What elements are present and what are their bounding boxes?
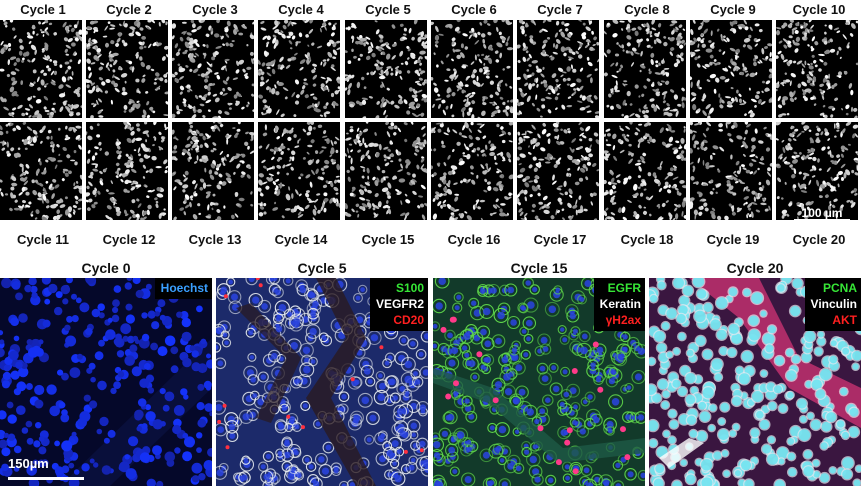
cycle-label: Cycle 17 bbox=[533, 232, 587, 247]
top-scale-bar: 100 µm bbox=[790, 206, 854, 224]
cycle-tile-image bbox=[258, 122, 340, 220]
cycle-label: Cycle 13 bbox=[188, 232, 242, 247]
cycle-label: Cycle 5 bbox=[365, 2, 411, 17]
marker-label: EGFR bbox=[607, 281, 641, 295]
cycle-tile-image bbox=[604, 20, 686, 118]
marker-label: γH2ax bbox=[605, 313, 641, 327]
cycle-label: Cycle 15 bbox=[361, 232, 415, 247]
top-scale-bar-label: 100 µm bbox=[801, 206, 843, 220]
cycle-tile-image bbox=[690, 122, 772, 220]
bottom-scale-bar-label: 150µm bbox=[8, 456, 49, 471]
panel-title: Cycle 5 bbox=[297, 260, 347, 276]
cycle-tile-image bbox=[431, 20, 513, 118]
panel-title: Cycle 0 bbox=[81, 260, 131, 276]
marker-label: Hoechst bbox=[160, 281, 208, 295]
marker-legend: EGFR Keratin γH2ax bbox=[593, 278, 645, 331]
marker-legend: Hoechst bbox=[154, 278, 212, 299]
cycle-label: Cycle 7 bbox=[537, 2, 583, 17]
cycle-label: Cycle 19 bbox=[706, 232, 760, 247]
marker-label: S100 bbox=[395, 281, 424, 295]
composite-image-panel: PCNA Vinculin AKT bbox=[649, 278, 861, 486]
cycle-label: Cycle 8 bbox=[624, 2, 670, 17]
marker-label: CD20 bbox=[393, 313, 424, 327]
cycle-tile-image bbox=[86, 122, 168, 220]
marker-label: Keratin bbox=[599, 297, 641, 311]
marker-legend: PCNA Vinculin AKT bbox=[804, 278, 861, 331]
cycle-label: Cycle 12 bbox=[102, 232, 156, 247]
cycle-tile-image bbox=[345, 122, 427, 220]
cycle-label: Cycle 6 bbox=[451, 2, 497, 17]
cycle-tile-image bbox=[172, 20, 254, 118]
cycle-label: Cycle 18 bbox=[620, 232, 674, 247]
cycle-tile-image bbox=[258, 20, 340, 118]
cycle-label: Cycle 14 bbox=[274, 232, 328, 247]
cycle-tile-image bbox=[690, 20, 772, 118]
panel-title: Cycle 15 bbox=[510, 260, 568, 276]
cycle-tile-image bbox=[172, 122, 254, 220]
marker-label: Vinculin bbox=[810, 297, 857, 311]
composite-image-panel: S100 VEGFR2 CD20 bbox=[216, 278, 428, 486]
cycle-label: Cycle 2 bbox=[106, 2, 152, 17]
panel-title: Cycle 20 bbox=[726, 260, 784, 276]
cycle-tile-image bbox=[0, 20, 82, 118]
marker-label: VEGFR2 bbox=[375, 297, 424, 311]
marker-label: PCNA bbox=[822, 281, 857, 295]
cycle-label: Cycle 9 bbox=[710, 2, 756, 17]
cycle-label: Cycle 3 bbox=[192, 2, 238, 17]
marker-legend: S100 VEGFR2 CD20 bbox=[369, 278, 428, 331]
cycle-label: Cycle 16 bbox=[447, 232, 501, 247]
cycle-label: Cycle 4 bbox=[278, 2, 324, 17]
cycle-label: Cycle 10 bbox=[792, 2, 846, 17]
cycle-label: Cycle 1 bbox=[20, 2, 66, 17]
cycle-tile-image bbox=[604, 122, 686, 220]
cycle-tile-image bbox=[517, 20, 599, 118]
top-scale-bar-line bbox=[794, 219, 850, 222]
cycle-tile-image bbox=[0, 122, 82, 220]
cycle-tile-image bbox=[86, 20, 168, 118]
cycle-label: Cycle 20 bbox=[792, 232, 846, 247]
cycle-tile-image bbox=[776, 122, 858, 220]
composite-image-panel: EGFR Keratin γH2ax bbox=[433, 278, 645, 486]
cycle-tile-image bbox=[431, 122, 513, 220]
cycle-label: Cycle 11 bbox=[16, 232, 70, 247]
bottom-scale-bar: 150µm bbox=[8, 456, 84, 482]
cycle-tile-image bbox=[517, 122, 599, 220]
cycle-tile-image bbox=[345, 20, 427, 118]
marker-label: AKT bbox=[832, 313, 857, 327]
cycle-tile-image bbox=[776, 20, 858, 118]
bottom-scale-bar-line bbox=[8, 477, 84, 480]
composite-image-panel: Hoechst 150µm bbox=[0, 278, 212, 486]
